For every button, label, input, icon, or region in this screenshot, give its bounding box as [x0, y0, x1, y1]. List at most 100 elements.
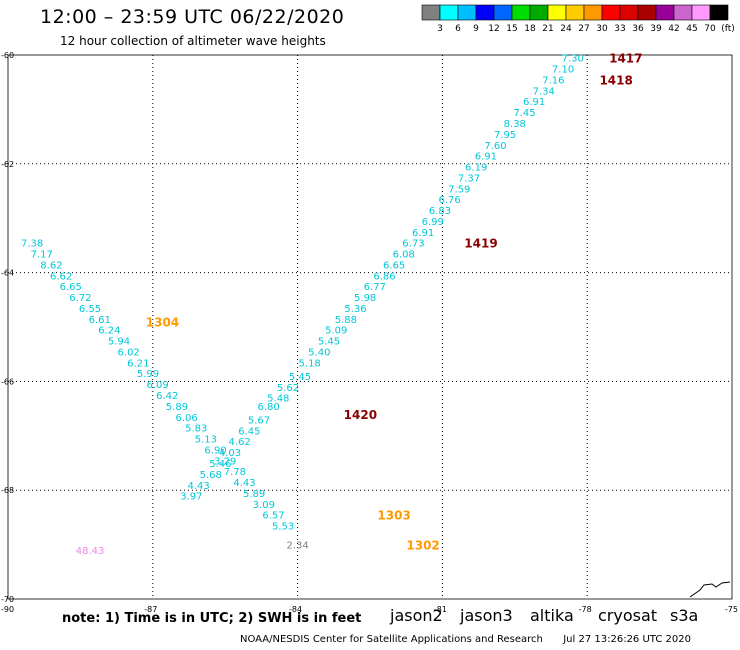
satellite-jason3-label: jason3	[460, 606, 513, 625]
legend-tick-label: 42	[668, 24, 679, 34]
data-label: 6.57	[262, 511, 284, 522]
data-label: 5.83	[185, 424, 207, 435]
legend-swatch	[457, 4, 477, 21]
data-label: 6.19	[465, 163, 487, 174]
data-label: 7.16	[542, 75, 564, 86]
legend-tick-label: 9	[473, 24, 479, 34]
legend-swatch	[565, 4, 585, 21]
legend-tick-label: 45	[686, 24, 697, 34]
data-label: 7.59	[448, 184, 470, 195]
data-label: 7.17	[31, 250, 53, 261]
legend-swatch	[475, 4, 495, 21]
data-label: 5.40	[308, 347, 330, 358]
data-label: 4.43	[188, 481, 210, 492]
data-label: 5.09	[325, 326, 347, 337]
x-tick-label: -84	[289, 605, 302, 614]
data-label: 6.45	[238, 426, 260, 437]
y-tick-label: -70	[1, 595, 14, 604]
data-label: 7.34	[533, 86, 555, 97]
track-label: 1417	[609, 52, 642, 66]
data-label: 6.65	[383, 260, 405, 271]
data-label: 5.53	[272, 522, 294, 533]
y-tick-label: -68	[1, 486, 14, 495]
data-label: 6.42	[156, 391, 178, 402]
legend-tick-label: 33	[614, 24, 625, 34]
timestamp-text: Jul 27 13:26:26 UTC 2020	[563, 634, 691, 645]
y-tick-label: -66	[1, 377, 14, 386]
legend-tick-label: 21	[542, 24, 553, 34]
legend-swatch	[493, 4, 513, 21]
data-label: 6.24	[98, 326, 120, 337]
data-label: 6.73	[402, 239, 424, 250]
coastline-path	[689, 581, 731, 598]
track-label: 1418	[599, 73, 632, 87]
legend-swatch	[691, 4, 711, 21]
data-label: 7.30	[562, 54, 584, 65]
legend-tick-label: 3	[437, 24, 443, 34]
x-tick-label: -90	[1, 605, 14, 614]
data-label: 4.43	[233, 478, 255, 489]
data-label: 6.91	[523, 97, 545, 108]
data-label: 3.09	[253, 500, 275, 511]
legend-tick-label: 12	[488, 24, 499, 34]
data-label: 6.21	[127, 358, 149, 369]
data-label: 6.77	[364, 282, 386, 293]
data-label: 5.13	[195, 435, 217, 446]
legend-tick-label: 18	[524, 24, 536, 34]
data-label: 4.62	[229, 437, 251, 448]
data-label: 8.62	[40, 260, 62, 271]
legend-swatch	[421, 4, 441, 21]
data-label: 6.61	[89, 315, 111, 326]
data-label: 6.91	[412, 228, 434, 239]
data-label: 6.62	[50, 271, 72, 282]
legend-tick-label: 36	[632, 24, 644, 34]
data-label: 6.02	[118, 347, 140, 358]
x-tick-label: -78	[579, 605, 592, 614]
data-label: 5.94	[108, 337, 130, 348]
y-tick-label: -60	[1, 51, 14, 60]
legend-swatch	[529, 4, 549, 21]
data-label: 5.89	[243, 489, 265, 500]
y-tick-label: -64	[1, 269, 14, 278]
data-label: 48.43	[76, 546, 105, 557]
legend-swatch	[439, 4, 459, 21]
legend-swatch	[511, 4, 531, 21]
data-label: 6.09	[146, 380, 168, 391]
data-label: 7.45	[513, 108, 535, 119]
data-label: 6.86	[373, 271, 395, 282]
data-label: 5.67	[248, 415, 270, 426]
legend-swatch	[583, 4, 603, 21]
data-label: 5.46	[209, 459, 231, 470]
data-label: 5.18	[299, 358, 321, 369]
footer-credit: NOAA/NESDIS Center for Satellite Applica…	[240, 634, 691, 645]
data-label: 5.99	[137, 369, 159, 380]
data-label: 6.08	[393, 250, 415, 261]
track-label: 1303	[377, 509, 410, 523]
data-label: 8.38	[504, 119, 526, 130]
data-label: 5.48	[267, 394, 289, 405]
data-label: 6.80	[258, 402, 280, 413]
data-label: 5.62	[277, 383, 299, 394]
data-label: 6.55	[79, 304, 101, 315]
data-label: 6.91	[475, 152, 497, 163]
page-title: 12:00 – 23:59 UTC 06/22/2020	[40, 6, 345, 28]
plot-frame	[7, 54, 733, 600]
data-label: 3.29	[214, 456, 236, 467]
data-label: 6.90	[204, 445, 226, 456]
legend-swatch	[637, 4, 657, 21]
data-label: 5.89	[166, 402, 188, 413]
legend-swatch	[673, 4, 693, 21]
data-label: 7.95	[494, 130, 516, 141]
x-tick-label: -75	[725, 605, 738, 614]
credit-text: NOAA/NESDIS Center for Satellite Applica…	[240, 634, 543, 645]
satellite-jason2-label: jason2	[390, 606, 443, 625]
legend-tick-label: 39	[650, 24, 662, 34]
legend-tick-label: 30	[596, 24, 608, 34]
legend-tick-label: 70	[704, 24, 716, 34]
data-label: 7.10	[552, 65, 574, 76]
legend-tick-label: 24	[560, 24, 572, 34]
data-label: 5.98	[354, 293, 376, 304]
legend-swatch	[601, 4, 621, 21]
